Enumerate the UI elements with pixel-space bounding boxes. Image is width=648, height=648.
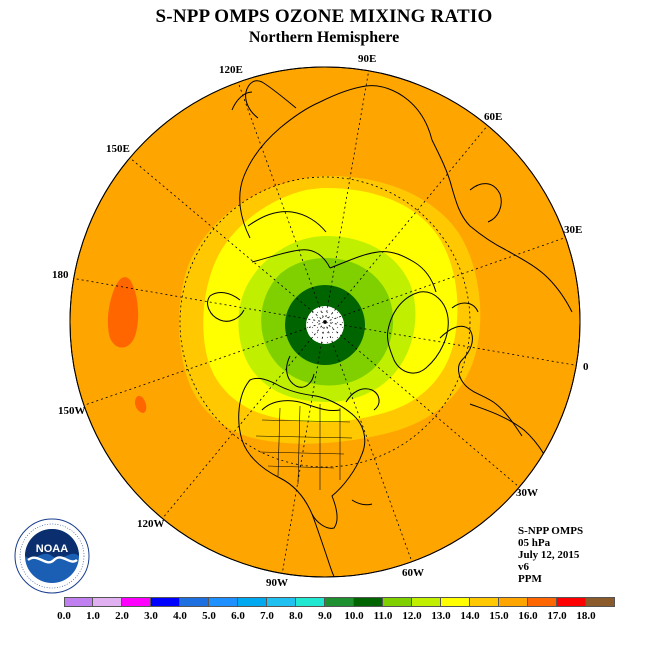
ozone-field	[70, 68, 580, 577]
info-instrument: S-NPP OMPS	[518, 525, 584, 537]
color-scale-bar	[64, 597, 615, 607]
lon-label-120w: 120W	[137, 518, 165, 530]
color-scale-segment	[267, 597, 296, 607]
product-info: S-NPP OMPS 05 hPa July 12, 2015 v6 PPM	[518, 525, 583, 585]
lon-label-150w: 150W	[58, 405, 86, 417]
color-scale-tick-label: 6.0	[231, 610, 245, 622]
lon-label-90e: 90E	[358, 53, 376, 65]
color-scale-segment	[296, 597, 325, 607]
coastlines	[207, 80, 575, 577]
noaa-emblem-icon: NOAA	[14, 518, 90, 594]
longitude-labels: 90E 60E 30E 0 30W 60W 90W 120W 150W 180 …	[52, 53, 589, 589]
color-scale-tick-label: 18.0	[576, 610, 596, 622]
info-version: v6	[518, 561, 529, 573]
color-scale-segment	[122, 597, 151, 607]
color-scale-tick-label: 14.0	[460, 610, 480, 622]
color-scale-segment	[412, 597, 441, 607]
lon-label-0: 0	[583, 361, 589, 373]
color-scale-segment	[151, 597, 180, 607]
color-scale-ticks: 0.0 1.0 2.0 3.0 4.0 5.0 6.0 7.0 8.0 9.0 10.0 11.0 12…	[0, 610, 648, 624]
graticule	[70, 68, 580, 576]
lon-label-30e: 30E	[564, 224, 582, 236]
noaa-logo: NOAA	[14, 518, 90, 594]
color-scale-segment	[528, 597, 557, 607]
map-subtitle: Northern Hemisphere	[248, 29, 400, 46]
color-scale-tick-label: 10.0	[344, 610, 364, 622]
color-scale-tick-label: 4.0	[173, 610, 187, 622]
color-scale-tick-label: 0.0	[57, 610, 71, 622]
color-scale-tick-label: 8.0	[289, 610, 303, 622]
color-scale-segment	[209, 597, 238, 607]
color-scale-segment	[238, 597, 267, 607]
info-date: July 12, 2015	[518, 549, 580, 561]
color-scale-tick-label: 1.0	[86, 610, 100, 622]
lon-label-60w: 60W	[402, 567, 424, 579]
color-scale-tick-label: 16.0	[518, 610, 538, 622]
noaa-logo-text: NOAA	[36, 543, 68, 555]
color-scale-tick-label: 12.0	[402, 610, 422, 622]
lon-label-30w: 30W	[516, 487, 538, 499]
lon-label-60e: 60E	[484, 111, 502, 123]
color-scale-tick-label: 5.0	[202, 610, 216, 622]
color-scale-segment	[470, 597, 499, 607]
color-scale-tick-label: 7.0	[260, 610, 274, 622]
color-scale-segment	[441, 597, 470, 607]
color-scale-tick-label: 13.0	[431, 610, 451, 622]
color-scale-tick-label: 3.0	[144, 610, 158, 622]
ozone-patch-high	[107, 277, 139, 348]
ozone-patch-high-small	[134, 395, 147, 413]
info-units: PPM	[518, 573, 542, 585]
map-title: S-NPP OMPS OZONE MIXING RATIO	[155, 6, 493, 27]
color-scale-tick-label: 17.0	[547, 610, 567, 622]
color-scale-segment	[93, 597, 122, 607]
color-scale-tick-label: 15.0	[489, 610, 509, 622]
lon-label-150e: 150E	[106, 143, 130, 155]
color-scale-tick-label: 2.0	[115, 610, 129, 622]
info-level: 05 hPa	[518, 537, 551, 549]
color-scale-segment	[354, 597, 383, 607]
color-scale-segment	[499, 597, 528, 607]
lon-label-120e: 120E	[219, 64, 243, 76]
color-scale-segment	[557, 597, 586, 607]
color-scale-segment	[180, 597, 209, 607]
state-boundaries	[255, 404, 353, 490]
color-scale-segment	[325, 597, 354, 607]
color-scale-segment	[586, 597, 615, 607]
color-scale-segment	[64, 597, 93, 607]
color-scale-segment	[383, 597, 412, 607]
lon-label-180: 180	[52, 269, 69, 281]
lon-label-90w: 90W	[266, 577, 288, 589]
color-scale-tick-label: 9.0	[318, 610, 332, 622]
color-scale-tick-label: 11.0	[373, 610, 393, 622]
